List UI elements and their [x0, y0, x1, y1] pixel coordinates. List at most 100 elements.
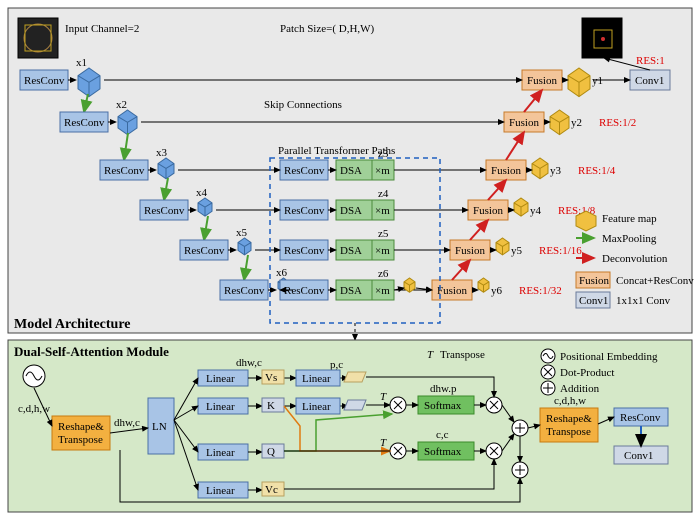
- in-dim: c,d,h,w: [18, 403, 50, 415]
- parallel-label: Parallel Transformer Paths: [278, 145, 395, 157]
- svg-text:Fusion: Fusion: [527, 75, 557, 87]
- svg-text:z6: z6: [378, 268, 389, 280]
- vs-out: [344, 372, 366, 382]
- top-title: Model Architecture: [14, 317, 131, 332]
- svg-text:RES:1/32: RES:1/32: [519, 285, 562, 297]
- svg-text:Conv1: Conv1: [624, 450, 653, 462]
- svg-text:Vs: Vs: [265, 372, 277, 384]
- svg-text:Linear: Linear: [206, 447, 235, 459]
- svg-text:ResConv: ResConv: [184, 245, 225, 257]
- svg-text:ResConv: ResConv: [144, 205, 185, 217]
- add1: [512, 420, 528, 436]
- svg-text:Linear: Linear: [302, 373, 331, 385]
- svg-text:Deconvolution: Deconvolution: [602, 253, 668, 265]
- posemb-icon: [23, 365, 45, 387]
- svg-text:z4: z4: [378, 188, 389, 200]
- svg-text:x3: x3: [156, 147, 168, 159]
- dot2: [390, 443, 406, 459]
- skip-label: Skip Connections: [264, 99, 342, 111]
- svg-text:RES:1/4: RES:1/4: [578, 165, 616, 177]
- svg-text:Addition: Addition: [560, 383, 600, 395]
- svg-text:x6: x6: [276, 267, 288, 279]
- svg-text:Q: Q: [267, 446, 275, 458]
- svg-text:Reshape&: Reshape&: [546, 413, 592, 425]
- svg-text:ResConv: ResConv: [284, 245, 325, 257]
- svg-text:Fusion: Fusion: [509, 117, 539, 129]
- svg-text:Softmax: Softmax: [424, 400, 462, 412]
- ln-label: LN: [152, 421, 167, 433]
- transpose-label: Transpose: [440, 349, 485, 361]
- svg-text:y4: y4: [530, 205, 542, 217]
- svg-text:×m: ×m: [375, 245, 390, 257]
- svg-text:Linear: Linear: [206, 401, 235, 413]
- patch-label: Patch Size=( D,H,W): [280, 23, 375, 35]
- svg-text:Vc: Vc: [265, 484, 278, 496]
- dhwp-label: dhw.p: [430, 383, 457, 395]
- cube-icon: [404, 278, 415, 292]
- out-dim: c,d,h,w: [554, 395, 586, 407]
- svg-text:MaxPooling: MaxPooling: [602, 233, 657, 245]
- svg-text:y6: y6: [491, 285, 503, 297]
- svg-text:ResConv: ResConv: [284, 205, 325, 217]
- svg-text:Linear: Linear: [206, 373, 235, 385]
- svg-text:×m: ×m: [375, 165, 390, 177]
- svg-text:Feature map: Feature map: [602, 213, 657, 225]
- dhwc-label: dhw,c: [114, 417, 140, 429]
- svg-text:Dot-Product: Dot-Product: [560, 367, 614, 379]
- reshape-in: Reshape&Transpose: [52, 416, 110, 450]
- svg-text:Fusion: Fusion: [491, 165, 521, 177]
- svg-text:y5: y5: [511, 245, 523, 257]
- svg-text:ResConv: ResConv: [224, 285, 265, 297]
- svg-text:Transpose: Transpose: [58, 434, 103, 446]
- svg-text:y2: y2: [571, 117, 582, 129]
- dot3: [486, 397, 502, 413]
- svg-text:RES:1: RES:1: [636, 55, 665, 67]
- reshape-out: Reshape&Transpose: [540, 408, 598, 442]
- svg-text:Linear: Linear: [206, 485, 235, 497]
- cube-icon: [478, 278, 489, 292]
- svg-text:Softmax: Softmax: [424, 446, 462, 458]
- svg-text:Fusion: Fusion: [579, 275, 609, 287]
- cc-label: c,c: [436, 429, 449, 441]
- add2: [512, 462, 528, 478]
- svg-text:Fusion: Fusion: [473, 205, 503, 217]
- svg-text:x1: x1: [76, 57, 87, 69]
- svg-text:x4: x4: [196, 187, 208, 199]
- svg-text:ResConv: ResConv: [284, 285, 325, 297]
- svg-text:x2: x2: [116, 99, 127, 111]
- svg-text:T: T: [380, 391, 387, 403]
- svg-text:ResConv: ResConv: [284, 165, 325, 177]
- svg-text:Linear: Linear: [302, 401, 331, 413]
- dhwc2-label: dhw,c: [236, 357, 262, 369]
- input-label: Input Channel=2: [65, 23, 139, 35]
- svg-text:Reshape&: Reshape&: [58, 421, 104, 433]
- k-out: [344, 400, 366, 410]
- svg-text:y1: y1: [592, 75, 603, 87]
- svg-text:y3: y3: [550, 165, 562, 177]
- bot-title: Dual-Self-Attention Module: [14, 344, 169, 359]
- svg-text:DSA: DSA: [340, 245, 362, 257]
- svg-text:z5: z5: [378, 228, 389, 240]
- svg-text:K: K: [267, 400, 275, 412]
- svg-text:Concat+ResConv: Concat+ResConv: [616, 275, 694, 287]
- svg-text:ResConv: ResConv: [24, 75, 65, 87]
- dot4: [486, 443, 502, 459]
- svg-text:DSA: DSA: [340, 165, 362, 177]
- svg-text:x5: x5: [236, 227, 248, 239]
- svg-text:RES:1/16: RES:1/16: [539, 245, 582, 257]
- svg-text:RES:1/2: RES:1/2: [599, 117, 636, 129]
- svg-text:×m: ×m: [375, 205, 390, 217]
- svg-text:Transpose: Transpose: [546, 426, 591, 438]
- svg-text:Fusion: Fusion: [455, 245, 485, 257]
- svg-text:Conv1: Conv1: [635, 75, 664, 87]
- svg-text:ResConv: ResConv: [104, 165, 145, 177]
- svg-text:ResConv: ResConv: [64, 117, 105, 129]
- svg-text:×m: ×m: [375, 285, 390, 297]
- T-big: T: [427, 349, 434, 361]
- svg-text:1x1x1 Conv: 1x1x1 Conv: [616, 295, 671, 307]
- pc-label: p,c: [330, 359, 343, 371]
- svg-text:Fusion: Fusion: [437, 285, 467, 297]
- svg-text:DSA: DSA: [340, 205, 362, 217]
- svg-text:T: T: [380, 437, 387, 449]
- svg-text:ResConv: ResConv: [620, 412, 661, 424]
